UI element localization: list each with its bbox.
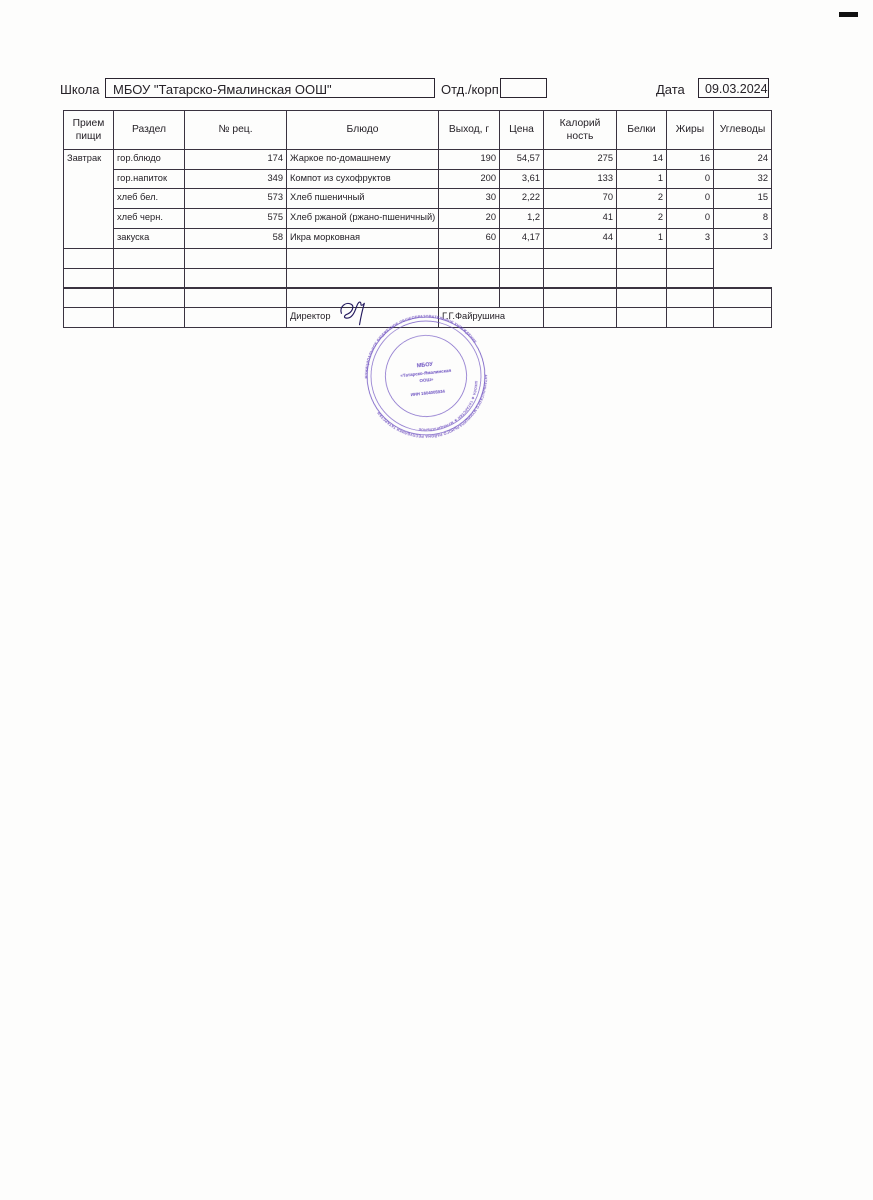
svg-text:ООШ»: ООШ» (419, 376, 434, 382)
svg-text:ИНН 1604005934: ИНН 1604005934 (410, 388, 445, 397)
svg-text:МБОУ: МБОУ (416, 361, 433, 369)
svg-text:ШКОЛА ★ ТАТАРСТАН ★ МУНИЦИПАЛЬ: ШКОЛА ★ ТАТАРСТАН ★ МУНИЦИПАЛЬНОЕ (413, 380, 483, 432)
svg-text:«Татарско-Ямалинская: «Татарско-Ямалинская (400, 367, 452, 377)
